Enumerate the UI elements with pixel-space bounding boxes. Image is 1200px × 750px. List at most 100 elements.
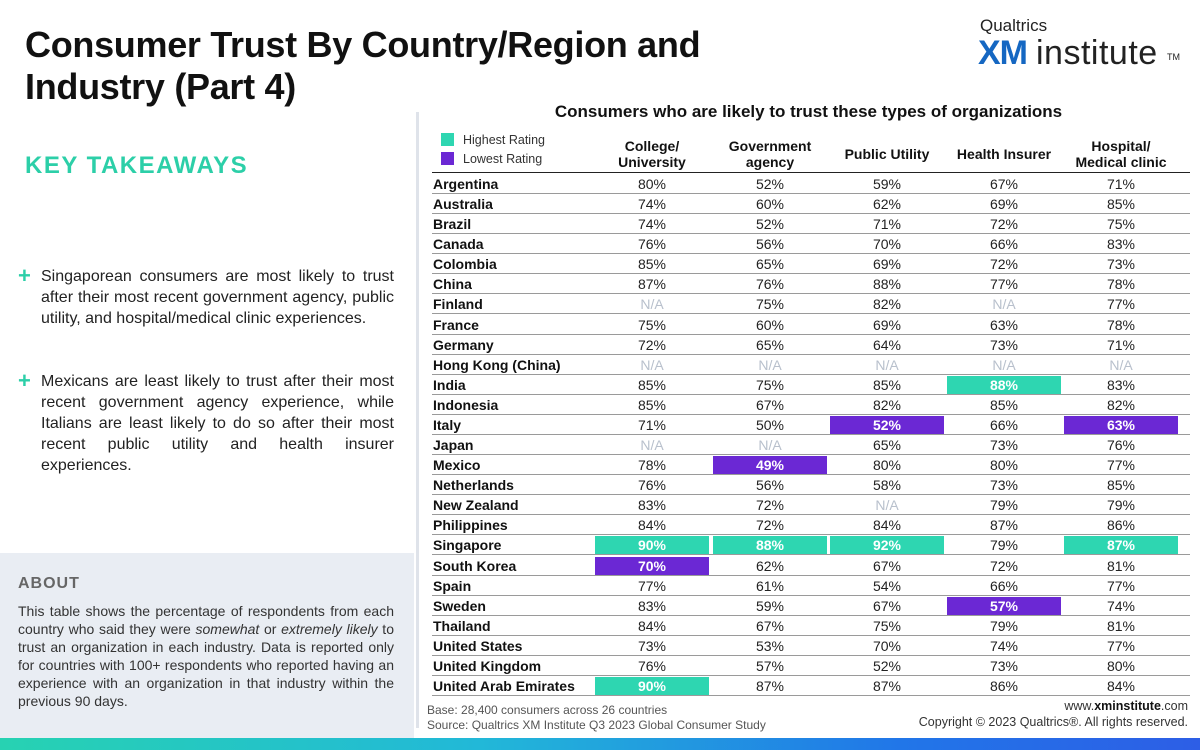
country-name: Argentina (433, 176, 499, 192)
value-cell: 81% (1106, 617, 1136, 634)
value-cell: 74% (1106, 597, 1136, 614)
value-cell: 66% (989, 577, 1019, 594)
value-cell: 67% (989, 176, 1019, 192)
value-cell: 88% (872, 276, 902, 293)
value-cell: N/A (1109, 356, 1133, 373)
value-cell: 71% (872, 216, 902, 233)
value-cell: 73% (989, 477, 1019, 494)
table-row: Thailand 84% 67% 75% 79% 81% (432, 616, 1190, 636)
value-cell: N/A (640, 356, 664, 373)
value-cell: 70% (872, 637, 902, 654)
country-name: United States (433, 637, 523, 654)
value-cell: 65% (872, 437, 902, 454)
country-name: France (433, 316, 479, 333)
about-text-part: to trust an organization in each industr… (18, 621, 394, 709)
value-cell: 72% (755, 517, 785, 534)
value-cell: 74% (637, 216, 667, 233)
value-cell: 83% (637, 597, 667, 614)
country-name: Hong Kong (China) (433, 356, 561, 373)
value-cell: 62% (872, 196, 902, 213)
value-cell: 76% (637, 477, 667, 494)
logo-trademark: TM (1167, 52, 1180, 62)
legend: Highest Rating Lowest Rating (441, 130, 545, 168)
footnote: Base: 28,400 consumers across 26 countri… (427, 703, 766, 733)
takeaway-text: Singaporean consumers are most likely to… (41, 268, 394, 327)
country-name: Thailand (433, 617, 491, 634)
copyright: Copyright © 2023 Qualtrics®. All rights … (918, 715, 1188, 729)
value-cell: 52% (755, 216, 785, 233)
value-cell: 78% (637, 457, 667, 474)
value-cell: 87% (755, 678, 785, 694)
value-cell: N/A (992, 296, 1016, 313)
about-text-part: or (259, 621, 282, 637)
value-cell: N/A (875, 497, 899, 514)
value-cell: 82% (872, 296, 902, 313)
country-name: Sweden (433, 597, 486, 614)
country-name: Australia (433, 196, 493, 213)
takeaway-text: Mexicans are least likely to trust after… (41, 373, 394, 474)
value-cell: 79% (1106, 497, 1136, 514)
legend-swatch-lowest (441, 152, 454, 165)
table-row: United States 73% 53% 70% 74% 77% (432, 636, 1190, 656)
value-cell: 70% (872, 236, 902, 253)
value-cell: 85% (989, 396, 1019, 413)
base-note: Base: 28,400 consumers across 26 countri… (427, 703, 668, 717)
value-cell: 72% (637, 336, 667, 353)
value-cell: 84% (637, 517, 667, 534)
value-cell: 66% (989, 416, 1019, 433)
takeaway-item: + Mexicans are least likely to trust aft… (18, 368, 394, 476)
value-cell: 69% (989, 196, 1019, 213)
value-cell: 79% (989, 497, 1019, 514)
value-cell: 82% (872, 396, 902, 413)
column-header: College/ University (618, 138, 686, 170)
value-cell: 69% (872, 316, 902, 333)
table-row: Brazil 74% 52% 71% 72% 75% (432, 214, 1190, 235)
table-row: Sweden 83% 59% 67% 57% 74% (432, 596, 1190, 616)
value-cell: 66% (989, 236, 1019, 253)
value-cell-highest: 88% (713, 536, 827, 555)
value-cell: 67% (755, 617, 785, 634)
table-row: France 75% 60% 69% 63% 78% (432, 315, 1190, 335)
table-row: Philippines 84% 72% 84% 87% 86% (432, 515, 1190, 536)
value-cell: 77% (637, 577, 667, 594)
value-cell: 61% (755, 577, 785, 594)
value-cell: 81% (1106, 557, 1136, 574)
value-cell-lowest: 70% (595, 556, 709, 575)
value-cell: 80% (872, 457, 902, 474)
value-cell: 85% (1106, 196, 1136, 213)
logo-qualtrics-text: Qualtrics (980, 16, 1048, 35)
value-cell: 52% (755, 176, 785, 192)
value-cell: 76% (755, 276, 785, 293)
table-row: Netherlands 76% 56% 58% 73% 85% (432, 475, 1190, 496)
table-row: Argentina 80% 52% 59% 67% 71% (432, 174, 1190, 194)
about-panel: ABOUT This table shows the percentage of… (0, 553, 414, 738)
value-cell: 85% (637, 376, 667, 393)
website-link[interactable]: www.xminstitute.com (1064, 699, 1188, 713)
value-cell: 74% (637, 196, 667, 213)
logo-institute-text: institute (1036, 34, 1158, 72)
country-name: Japan (433, 437, 474, 454)
value-cell: N/A (992, 356, 1016, 373)
table-row: China 87% 76% 88% 77% 78% (432, 274, 1190, 295)
table-row: Spain 77% 61% 54% 66% 77% (432, 576, 1190, 596)
table-row: United Arab Emirates 90% 87% 87% 86% 84% (432, 676, 1190, 696)
value-cell: 69% (872, 256, 902, 273)
about-emphasis: extremely likely (281, 621, 378, 637)
value-cell-highest: 90% (595, 677, 709, 695)
key-takeaways-heading: KEY TAKEAWAYS (25, 152, 249, 179)
value-cell: 75% (755, 296, 785, 313)
site-suffix: .com (1160, 699, 1188, 713)
plus-icon: + (18, 263, 31, 288)
table-row: Mexico 78% 49% 80% 80% 77% (432, 455, 1190, 476)
value-cell-highest: 90% (595, 536, 709, 555)
value-cell: 62% (755, 557, 785, 574)
value-cell: 77% (1106, 296, 1136, 313)
site-prefix: www. (1064, 699, 1095, 713)
value-cell: 84% (1106, 678, 1136, 694)
value-cell: 80% (1106, 657, 1136, 674)
vertical-divider (416, 112, 419, 728)
value-cell: 52% (872, 657, 902, 674)
table-row: Hong Kong (China) N/A N/A N/A N/A N/A (432, 355, 1190, 375)
value-cell: 65% (755, 336, 785, 353)
value-cell: 79% (989, 537, 1019, 554)
